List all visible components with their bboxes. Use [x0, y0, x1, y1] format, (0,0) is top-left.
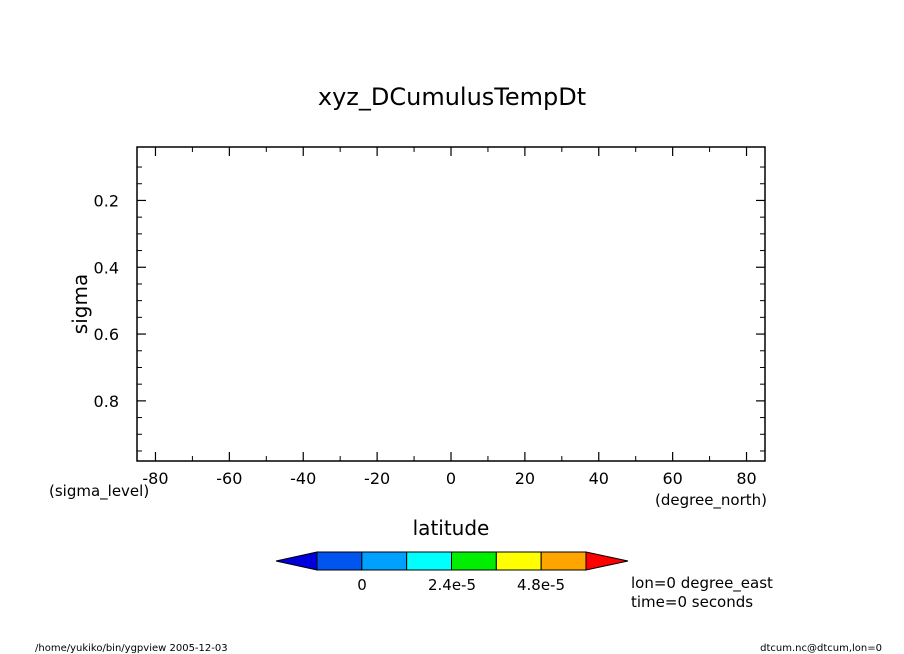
- plot-frame: [136, 146, 766, 462]
- x-tick-label: -40: [290, 469, 316, 488]
- x-tick-label: 80: [736, 469, 756, 488]
- chart-title: xyz_DCumulusTempDt: [318, 83, 586, 111]
- y-tick-label: 0.4: [94, 258, 119, 277]
- x-tick-label: 0: [446, 469, 456, 488]
- y-tick-label: 0.2: [94, 191, 119, 210]
- annotation-time: time=0 seconds: [631, 593, 753, 611]
- colorbar-box: [540, 551, 587, 571]
- y-tick-label: 0.8: [94, 392, 119, 411]
- colorbar-box: [406, 551, 452, 571]
- colorbar-arrow-high: [585, 551, 629, 571]
- footer-right: dtcum.nc@dtcum,lon=0: [760, 643, 882, 654]
- colorbar-box: [451, 551, 497, 571]
- y-axis-label: sigma: [68, 274, 92, 334]
- colorbar-tick-labels: 0 2.4e-5 4.8e-5: [357, 576, 565, 594]
- x-axis-label: latitude: [413, 516, 490, 540]
- colorbar-tick-label: 0: [357, 576, 367, 594]
- x-tick-label: -20: [364, 469, 390, 488]
- y-tick-labels: 0.2 0.4 0.6 0.8: [94, 191, 119, 410]
- colorbar-box: [495, 551, 542, 571]
- colorbar-tick-label: 4.8e-5: [517, 576, 565, 594]
- x-tick-labels: -80 -60 -40 -20 0 20 40 60 80: [142, 469, 756, 488]
- x-unit-label: (degree_north): [655, 491, 767, 510]
- colorbar: [275, 551, 629, 571]
- axis-ticks: [137, 147, 765, 461]
- x-tick-label: -60: [216, 469, 242, 488]
- footer-left: /home/yukiko/bin/ygpview 2005-12-03: [35, 643, 228, 654]
- x-tick-label: 40: [589, 469, 609, 488]
- x-tick-label: 20: [515, 469, 535, 488]
- x-tick-label: -80: [142, 469, 168, 488]
- colorbar-arrow-low: [275, 551, 318, 571]
- colorbar-box: [316, 551, 363, 571]
- y-tick-label: 0.6: [94, 325, 119, 344]
- x-tick-label: 60: [662, 469, 682, 488]
- y-unit-label: (sigma_level): [49, 482, 149, 501]
- colorbar-box: [361, 551, 408, 571]
- colorbar-tick-label: 2.4e-5: [428, 576, 476, 594]
- annotation-lon: lon=0 degree_east: [631, 574, 773, 593]
